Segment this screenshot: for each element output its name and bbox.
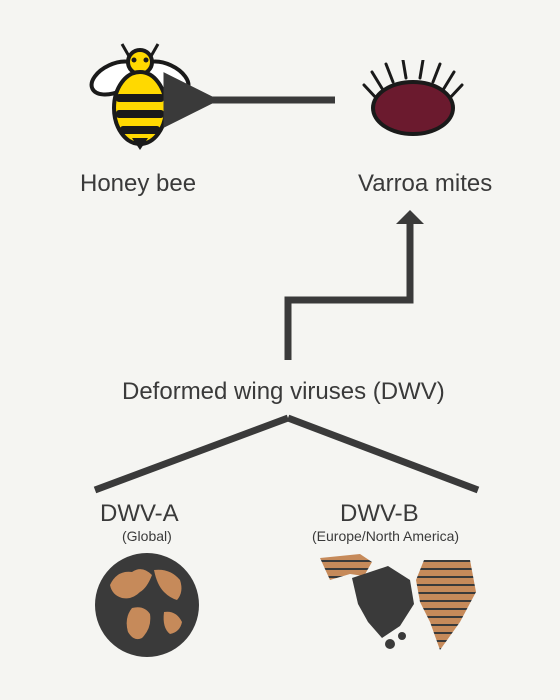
dwv-a-sublabel: (Global) (122, 528, 172, 544)
dwv-b-sublabel: (Europe/North America) (312, 528, 459, 544)
dwv-b-label: DWV-B (340, 500, 419, 528)
regions-eu-na-icon (320, 552, 480, 662)
dwv-label: Deformed wing viruses (DWV) (122, 378, 445, 406)
honey-bee-label: Honey bee (80, 170, 196, 198)
dwv-a-label: DWV-A (100, 500, 179, 528)
globe-icon (92, 550, 202, 660)
varroa-mites-label: Varroa mites (358, 170, 492, 198)
